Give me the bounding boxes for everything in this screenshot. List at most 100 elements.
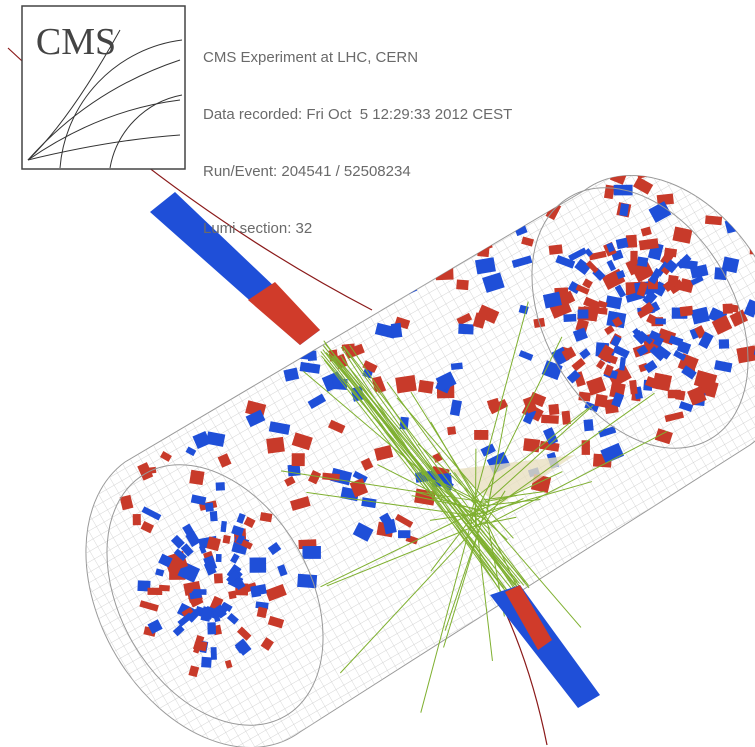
hit-cell	[133, 514, 141, 525]
hit-cell	[675, 390, 685, 401]
hit-cell	[302, 546, 320, 559]
hit-cell	[266, 437, 285, 454]
hit-cell	[189, 470, 204, 485]
hit-cell	[474, 430, 488, 440]
hit-cell	[145, 358, 155, 371]
endcap-cell	[207, 622, 216, 634]
hit-cell	[179, 381, 194, 396]
hit-cell	[182, 346, 196, 355]
endcap-cell	[578, 310, 589, 319]
hit-cell	[147, 408, 171, 430]
hit-cell	[637, 164, 650, 175]
hit-cell	[458, 324, 474, 335]
hit-cell	[583, 419, 593, 431]
hit-cell	[341, 310, 353, 322]
endcap-cell	[228, 591, 236, 600]
hit-cell	[229, 363, 246, 378]
hit-cell	[307, 351, 317, 361]
hit-cell	[191, 318, 208, 333]
hit-cell	[140, 418, 153, 435]
hit-cell	[729, 182, 742, 196]
hit-cell	[716, 93, 728, 105]
hit-cell	[719, 339, 729, 348]
hit-cell	[513, 184, 528, 196]
hit-cell	[661, 121, 680, 136]
hit-cell	[395, 375, 417, 393]
hit-cell	[723, 304, 733, 314]
hit-cell	[391, 323, 403, 338]
info-line: Run/Event: 204541 / 52508234	[203, 162, 512, 181]
hit-cell	[692, 114, 704, 125]
hit-cell	[722, 179, 740, 196]
hit-cell	[214, 305, 228, 319]
hit-cell	[296, 350, 309, 359]
logo-text: CMS	[36, 21, 116, 63]
hit-cell	[108, 407, 128, 425]
hit-cell	[549, 244, 563, 255]
endcap-cell	[655, 318, 666, 324]
hit-cell	[220, 330, 244, 351]
endcap-cell	[148, 588, 163, 595]
hit-cell	[712, 119, 729, 133]
hit-cell	[149, 359, 168, 375]
hit-cell	[686, 112, 698, 121]
endcap-cell	[205, 502, 214, 511]
endcap-cell	[563, 314, 576, 322]
hit-cell	[720, 142, 731, 153]
hit-cell	[352, 266, 367, 284]
hit-cell	[109, 376, 128, 394]
hit-cell	[721, 98, 737, 112]
hit-cell	[645, 119, 664, 135]
hit-cell	[229, 295, 240, 306]
hit-cell	[381, 279, 398, 291]
info-line: Data recorded: Fri Oct 5 12:29:33 2012 C…	[203, 105, 512, 124]
hit-cell	[178, 378, 192, 387]
hit-cell	[705, 215, 722, 225]
hit-cell	[197, 371, 217, 391]
hit-cell	[719, 145, 732, 161]
hit-cell	[343, 304, 361, 322]
jet-tower	[490, 585, 600, 708]
hit-cell	[693, 99, 712, 115]
info-line: Lumi section: 32	[203, 219, 512, 238]
hit-cell	[258, 349, 277, 366]
hit-cell	[398, 530, 410, 538]
hit-cell	[548, 404, 559, 415]
hit-cell	[216, 482, 225, 491]
hit-cell	[370, 271, 389, 284]
hit-cell	[633, 136, 644, 147]
hit-cell	[435, 264, 453, 280]
endcap-cell	[630, 251, 637, 264]
hit-cell	[662, 163, 678, 177]
hit-cell	[721, 204, 736, 211]
hit-cell	[111, 422, 121, 429]
hit-cell	[707, 165, 721, 173]
endcap-cell	[250, 586, 261, 598]
hit-cell	[121, 377, 132, 387]
hit-cell	[424, 259, 438, 270]
hit-cell	[725, 218, 741, 233]
hit-cell	[418, 380, 434, 394]
hit-cell	[447, 426, 456, 435]
hit-cell	[541, 415, 559, 424]
endcap-cell	[210, 511, 218, 521]
hit-cell	[115, 412, 130, 429]
barrel-mesh	[86, 175, 755, 747]
endcap-cell	[589, 310, 597, 318]
hit-cell	[213, 304, 230, 320]
hit-cell	[160, 332, 179, 339]
hit-cell	[594, 394, 607, 408]
endcap-cell	[222, 535, 230, 544]
event-display: CMS CMS Experiment at LHC, CERN Data rec…	[0, 0, 755, 747]
hit-cell	[90, 361, 111, 382]
info-line: CMS Experiment at LHC, CERN	[203, 48, 512, 67]
hit-cell	[523, 438, 540, 452]
hit-cell	[451, 363, 463, 370]
hit-cell	[201, 327, 213, 340]
endcap-cell	[193, 589, 206, 595]
hit-cell	[343, 308, 360, 322]
hit-cell	[687, 105, 701, 122]
hit-cell	[650, 142, 668, 161]
hit-cell	[114, 401, 134, 420]
hit-cell	[646, 154, 662, 167]
